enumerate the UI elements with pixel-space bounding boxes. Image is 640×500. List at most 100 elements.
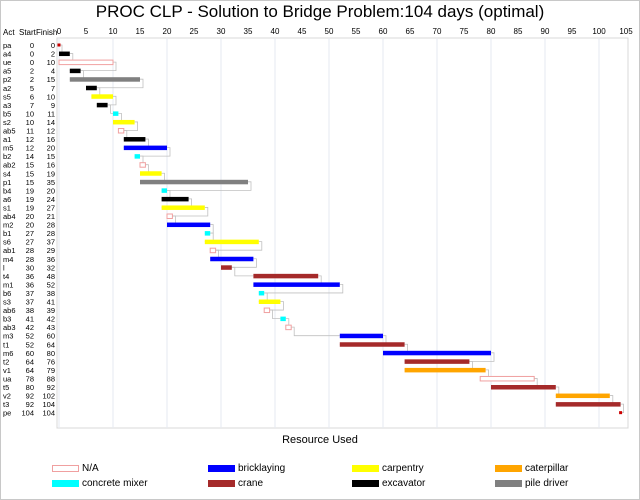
task-bar: [86, 85, 97, 91]
x-tick-label: 75: [460, 27, 469, 36]
task-bar: [404, 359, 470, 364]
legend-item: caterpillar: [495, 463, 568, 474]
row-start: 42: [26, 323, 34, 332]
row-start: 36: [26, 280, 34, 289]
row-act: ab5: [3, 127, 16, 136]
x-tick-label: 60: [379, 27, 388, 36]
row-act: m2: [3, 221, 13, 230]
row-finish: 39: [47, 306, 55, 315]
task-bar: [383, 350, 491, 356]
row-finish: 9: [51, 101, 55, 110]
precedence-link: [210, 241, 263, 251]
row-start: 19: [26, 195, 34, 204]
row-start: 19: [26, 186, 34, 195]
legend-label: excavator: [382, 478, 426, 489]
row-finish: 48: [47, 272, 55, 281]
row-act: t4: [3, 272, 9, 281]
task-bar: [139, 162, 146, 168]
task-bar: [166, 213, 173, 219]
legend-item: N/A: [52, 463, 99, 474]
x-tick-label: 70: [433, 27, 442, 36]
milestone-marker: [619, 411, 623, 415]
row-act: a1: [3, 135, 11, 144]
row-act: b4: [3, 186, 11, 195]
row-act: a3: [3, 101, 11, 110]
x-tick-label: 40: [271, 27, 280, 36]
row-start: 11: [26, 127, 34, 136]
row-finish: 43: [47, 323, 55, 332]
row-act: m5: [3, 144, 13, 153]
x-tick-label: 105: [619, 27, 633, 36]
row-finish: 27: [47, 203, 55, 212]
x-tick-label: 85: [514, 27, 523, 36]
row-start: 15: [26, 178, 34, 187]
row-act: m6: [3, 349, 13, 358]
row-act: ab4: [3, 212, 16, 221]
row-start: 27: [26, 229, 34, 238]
row-act: b6: [3, 289, 11, 298]
task-bar: [555, 402, 621, 407]
row-finish: 79: [47, 366, 55, 375]
row-start: 5: [30, 84, 34, 93]
task-bar: [339, 342, 405, 347]
row-finish: 41: [47, 298, 55, 307]
row-finish: 28: [47, 221, 55, 230]
legend-item: excavator: [352, 478, 425, 489]
row-start: 7: [30, 101, 34, 110]
task-bar: [91, 94, 113, 99]
row-start: 80: [26, 383, 34, 392]
task-bar: [96, 102, 108, 108]
x-tick-label: 65: [406, 27, 415, 36]
precedence-link: [264, 301, 284, 311]
row-finish: 92: [47, 383, 55, 392]
legend-swatch: [208, 480, 235, 487]
row-act: a2: [3, 84, 11, 93]
task-bar: [161, 196, 189, 202]
task-bar: [404, 367, 486, 373]
precedence-link: [221, 258, 257, 268]
task-bar: [258, 299, 281, 304]
row-finish: 15: [47, 75, 55, 84]
column-header-start: Start: [19, 28, 36, 37]
row-act: a6: [3, 195, 11, 204]
row-start: 6: [30, 92, 34, 101]
x-tick-label: 15: [136, 27, 145, 36]
task-bar: [253, 282, 340, 287]
row-start: 2: [30, 67, 34, 76]
row-start: 12: [26, 144, 34, 153]
task-bar: [209, 247, 217, 254]
row-act: s1: [3, 203, 11, 212]
task-bar: [221, 265, 232, 270]
row-finish: 35: [47, 178, 55, 187]
row-finish: 24: [47, 195, 55, 204]
precedence-link: [291, 326, 340, 337]
precedence-link: [161, 181, 252, 191]
legend-item: crane: [208, 478, 263, 489]
row-start: 52: [26, 340, 34, 349]
precedence-links: [59, 44, 624, 414]
row-finish: 11: [47, 109, 55, 118]
row-act: s2: [3, 118, 11, 127]
x-tick-label: 45: [298, 27, 307, 36]
row-act: ab1: [3, 246, 16, 255]
row-act: s3: [3, 298, 11, 307]
task-bar: [555, 393, 610, 399]
row-start: 92: [26, 400, 34, 409]
row-act: ab3: [3, 323, 16, 332]
row-start: 14: [26, 152, 34, 161]
row-start: 20: [26, 212, 34, 221]
row-start: 28: [26, 246, 34, 255]
chart-title: PROC CLP - Solution to Bridge Problem:10…: [95, 2, 545, 21]
row-start: 104: [21, 409, 34, 418]
task-bar: [69, 68, 81, 74]
row-start: 15: [26, 161, 34, 170]
legend-title: Resource Used: [282, 434, 358, 446]
row-act: ue: [3, 58, 11, 67]
row-finish: 7: [51, 84, 55, 93]
task-bar: [140, 179, 248, 185]
row-act: m3: [3, 332, 13, 341]
row-finish: 104: [42, 409, 55, 418]
row-act: b1: [3, 229, 11, 238]
row-start: 92: [26, 392, 34, 401]
